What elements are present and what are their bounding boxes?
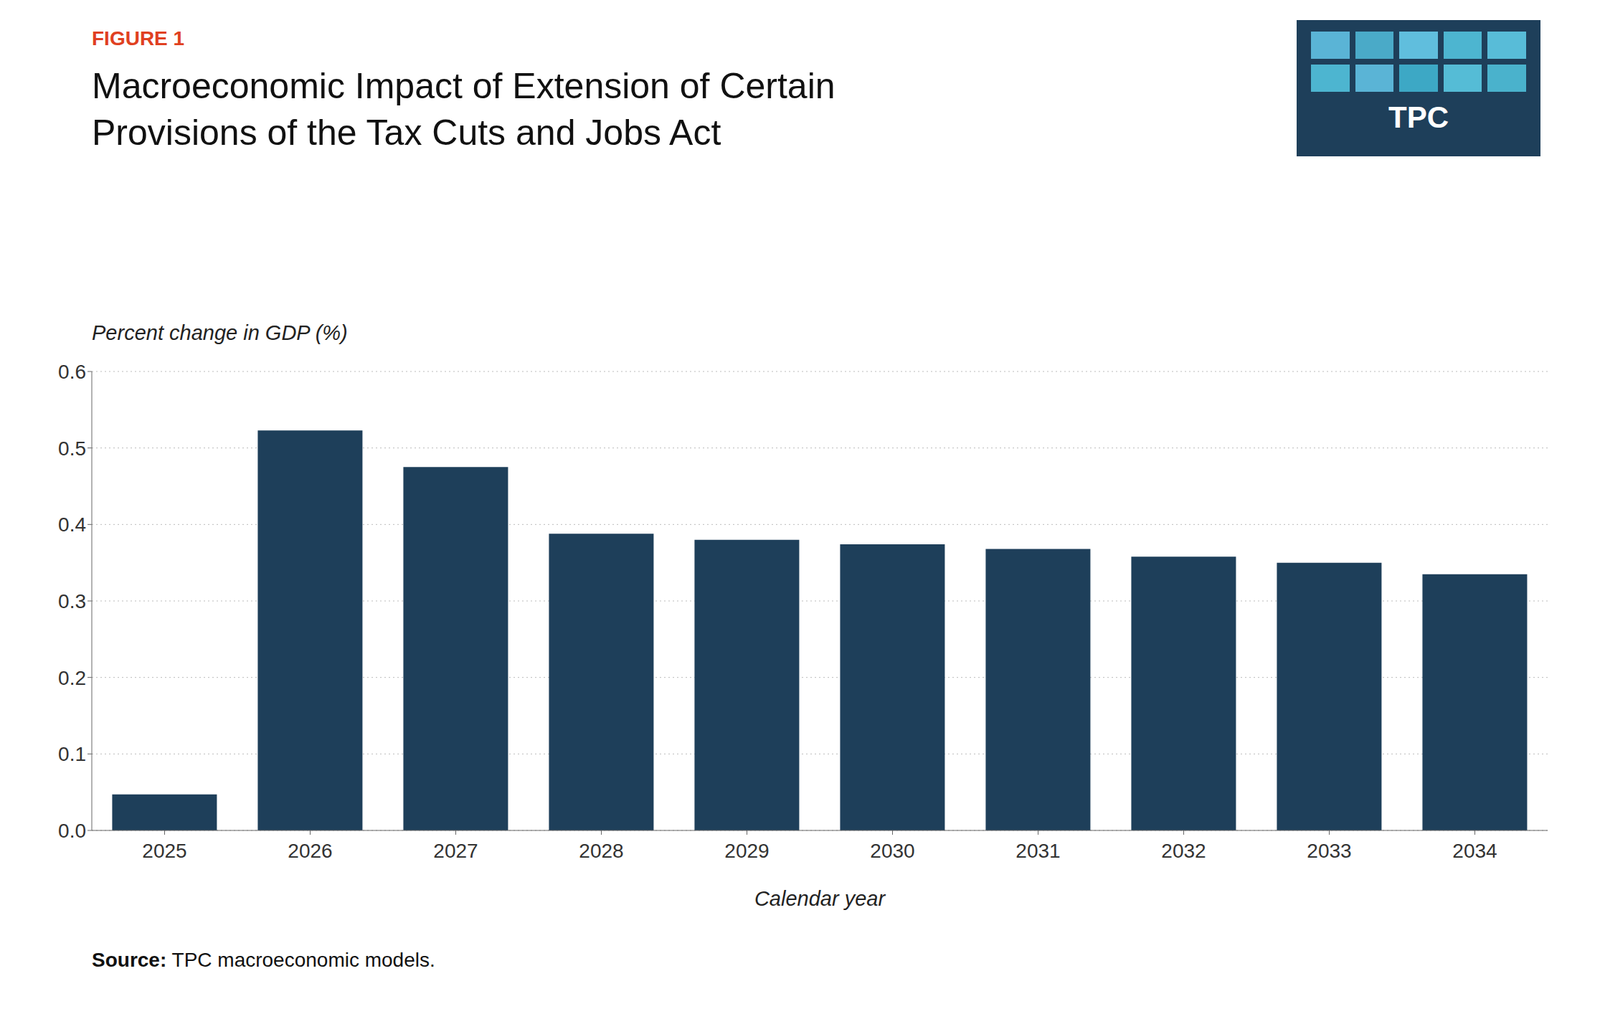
html-text:FIGURE 1: FIGURE 1: [91, 27, 185, 50]
svg-text:2034: 2034: [1452, 839, 1497, 863]
svg-text:2026: 2026: [287, 839, 333, 863]
svg-text:Calendar year: Calendar year: [754, 887, 886, 911]
svg-text:0.0: 0.0: [58, 819, 87, 842]
svg-text:2033: 2033: [1306, 839, 1352, 863]
svg-text:2032: 2032: [1161, 839, 1206, 863]
svg-text:0.4: 0.4: [58, 513, 87, 536]
svg-text:0.5: 0.5: [58, 437, 87, 460]
html-text:TPC: TPC: [1388, 100, 1449, 135]
svg-text:2025: 2025: [141, 839, 187, 863]
svg-text:0.1: 0.1: [58, 742, 87, 766]
svg-text:0.3: 0.3: [58, 590, 87, 613]
svg-text:0.2: 0.2: [58, 666, 87, 690]
svg-text:2027: 2027: [433, 839, 478, 863]
svg-text:0.6: 0.6: [58, 360, 87, 383]
svg-text:2031: 2031: [1015, 839, 1060, 863]
svg-text:2028: 2028: [578, 839, 624, 863]
svg-text:2029: 2029: [724, 839, 769, 863]
html-text:Macroeconomic Impact of Extens: Macroeconomic Impact of Extension of Cer…: [91, 65, 836, 153]
svg-text:2030: 2030: [869, 839, 915, 863]
html-text:Source: TPC macroeconomic mode: Source: TPC macroeconomic models.: [91, 948, 436, 972]
html-text:Percent change in GDP (%): Percent change in GDP (%): [91, 321, 348, 345]
